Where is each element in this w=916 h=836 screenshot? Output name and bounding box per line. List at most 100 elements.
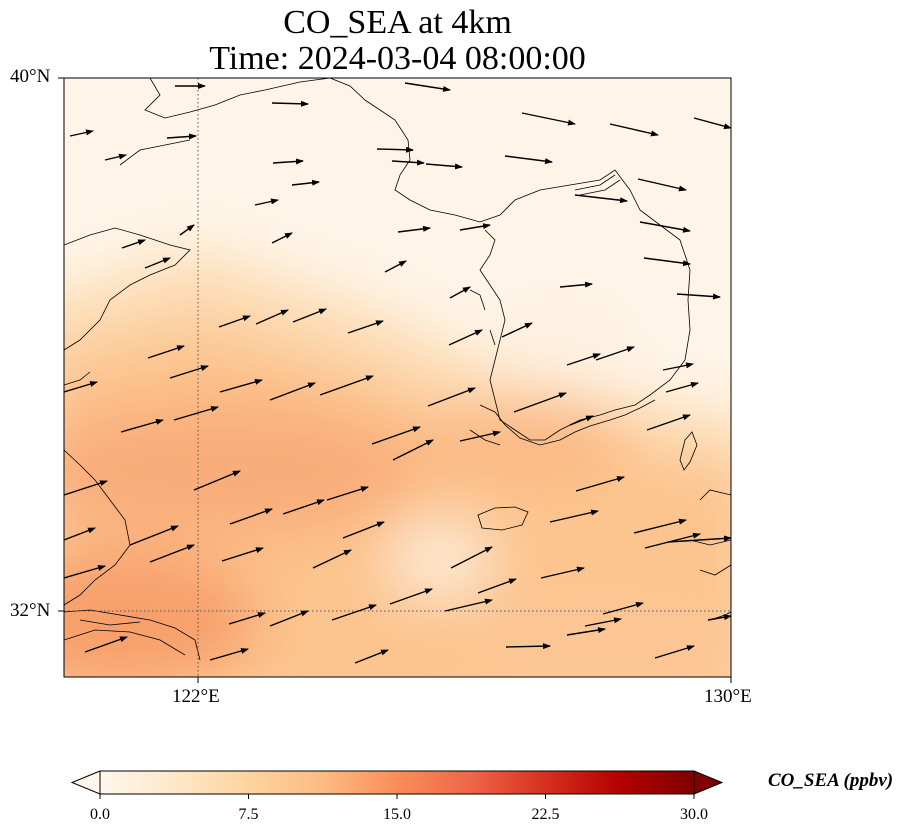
wind-arrow xyxy=(64,565,106,579)
wind-vectors xyxy=(64,82,731,664)
lat-tick-40: 40°N xyxy=(10,66,51,87)
wind-arrow xyxy=(521,112,576,126)
wind-arrow xyxy=(384,260,407,273)
gridlines xyxy=(64,78,731,677)
wind-arrow xyxy=(566,627,606,636)
wind-arrow xyxy=(575,476,625,492)
wind-arrow xyxy=(64,480,108,496)
wind-arrow xyxy=(347,320,384,334)
wind-arrow xyxy=(662,362,694,371)
wind-arrow xyxy=(602,601,644,615)
wind-arrow xyxy=(64,527,96,541)
wind-arrow xyxy=(707,614,731,621)
colorbar-tick-0: 0.0 xyxy=(90,806,110,823)
wind-arrow xyxy=(513,392,567,413)
wind-arrow xyxy=(427,387,476,407)
wind-arrow xyxy=(331,604,377,621)
wind-arrow xyxy=(459,223,491,231)
wind-arrow xyxy=(391,159,425,166)
colorbar-tick-2: 15.0 xyxy=(383,806,411,823)
wind-arrow xyxy=(173,406,219,421)
wind-arrow xyxy=(219,379,263,393)
wind-arrow xyxy=(121,239,146,249)
wind-arrow xyxy=(292,308,327,323)
wind-arrow xyxy=(169,365,209,379)
lon-tick-130: 130°E xyxy=(704,686,752,707)
wind-arrow xyxy=(459,430,501,442)
wind-arrow xyxy=(654,645,695,659)
colorbar-title: CO_SEA (ppbv) xyxy=(768,770,894,791)
wind-arrow xyxy=(312,549,352,569)
wind-arrow xyxy=(559,281,593,288)
wind-arrow xyxy=(271,232,293,244)
wind-arrow xyxy=(376,146,414,153)
concentration-field xyxy=(64,78,731,677)
wind-arrow xyxy=(646,414,691,431)
wind-arrow xyxy=(639,221,691,233)
wind-arrow xyxy=(371,426,421,445)
wind-arrow xyxy=(209,648,249,661)
wind-arrow xyxy=(228,612,266,625)
wind-arrow xyxy=(392,439,434,461)
wind-arrow xyxy=(147,345,185,359)
wind-arrow xyxy=(84,636,128,653)
wind-arrow xyxy=(637,178,687,192)
wind-arrow xyxy=(505,643,551,650)
colorbar-tick-1: 7.5 xyxy=(238,806,259,823)
wind-arrow xyxy=(179,224,195,236)
wind-arrow xyxy=(166,133,197,140)
wind-arrow xyxy=(229,508,273,525)
wind-arrow xyxy=(319,375,374,396)
wind-arrow xyxy=(477,578,517,594)
wind-arrow xyxy=(269,382,316,401)
coastlines xyxy=(64,78,731,661)
lat-tick-32: 32°N xyxy=(10,600,51,621)
wind-arrow xyxy=(574,194,628,204)
wind-arrow xyxy=(218,315,251,328)
wind-arrow xyxy=(129,525,179,546)
axis-ticks xyxy=(58,77,732,683)
wind-arrow xyxy=(448,329,483,346)
wind-arrow xyxy=(271,100,309,107)
wind-arrow xyxy=(540,566,585,579)
page-subtitle: Time: 2024-03-04 08:00:00 xyxy=(209,40,586,77)
wind-arrow xyxy=(326,486,369,501)
map-frame xyxy=(63,77,732,678)
wind-arrow xyxy=(566,353,601,366)
wind-arrow xyxy=(193,470,241,491)
wind-arrow xyxy=(643,257,691,267)
wind-arrow xyxy=(144,257,171,269)
colorbar-tick-3: 22.5 xyxy=(531,806,560,823)
wind-arrow xyxy=(665,382,699,393)
wind-arrow xyxy=(272,158,304,165)
wind-arrow xyxy=(595,346,635,361)
wind-arrow xyxy=(449,286,471,299)
wind-arrow xyxy=(291,179,320,186)
page-title: CO_SEA at 4km xyxy=(283,4,512,41)
wind-arrow xyxy=(667,535,731,543)
wind-arrow xyxy=(254,198,279,206)
wind-arrow xyxy=(644,532,701,549)
wind-arrow xyxy=(693,117,731,130)
wind-arrow xyxy=(425,163,463,170)
wind-arrow xyxy=(221,547,264,562)
wind-arrow xyxy=(584,617,622,627)
wind-arrow xyxy=(397,225,431,233)
wind-arrow xyxy=(69,129,94,137)
wind-arrow xyxy=(282,499,325,515)
wind-arrow xyxy=(255,309,289,325)
wind-arrow xyxy=(569,415,594,426)
wind-arrow xyxy=(501,322,533,338)
wind-arrow xyxy=(676,293,721,300)
wind-arrow xyxy=(609,123,659,137)
wind-arrow xyxy=(354,649,389,664)
wind-arrow xyxy=(549,509,599,523)
colorbar-tick-4: 30.0 xyxy=(680,806,708,823)
colorbar xyxy=(70,770,724,799)
wind-arrow xyxy=(104,153,127,161)
wind-arrow xyxy=(450,546,493,569)
wind-arrow xyxy=(504,155,553,165)
lon-tick-122: 122°E xyxy=(172,686,220,707)
wind-arrow xyxy=(444,598,493,612)
